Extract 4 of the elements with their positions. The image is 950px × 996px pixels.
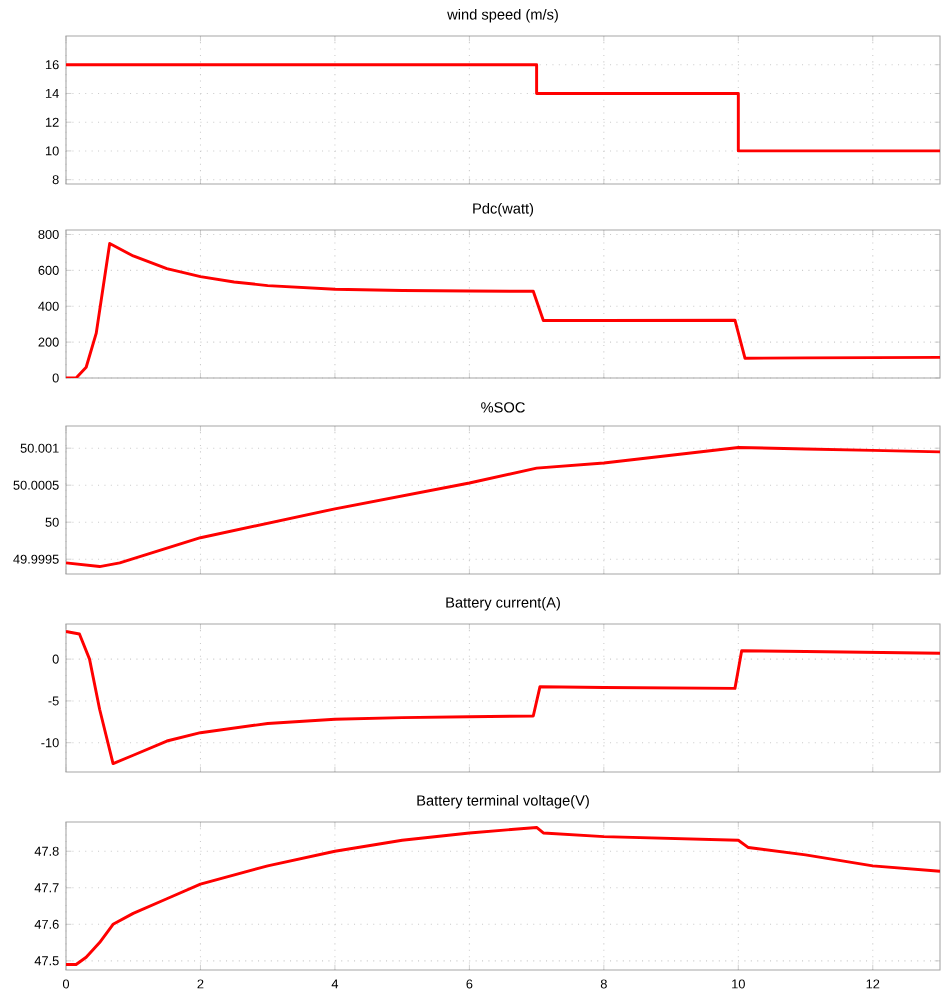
line-series <box>66 630 941 766</box>
line-series <box>66 826 941 966</box>
line-series <box>66 445 941 569</box>
line-series <box>66 241 941 378</box>
